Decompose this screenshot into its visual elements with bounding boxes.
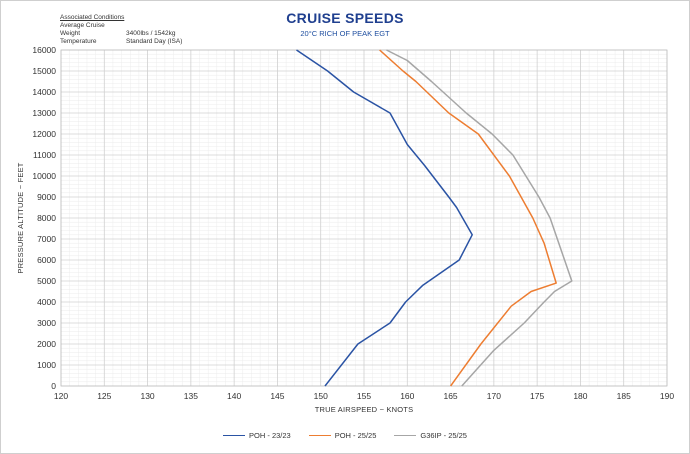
x-tick-label: 190 xyxy=(660,391,674,401)
legend-label: G36IP - 25/25 xyxy=(420,431,467,440)
x-tick-label: 135 xyxy=(184,391,198,401)
legend-swatch xyxy=(394,435,417,436)
x-tick-label: 175 xyxy=(530,391,544,401)
legend-label: POH - 25/25 xyxy=(334,431,377,440)
major-grid xyxy=(60,49,668,387)
conditions-label: Temperature xyxy=(60,38,97,45)
legend-swatch xyxy=(308,435,331,436)
conditions-label: Average Cruise Weight xyxy=(60,22,105,37)
x-tick-label: 170 xyxy=(487,391,501,401)
x-tick-label: 155 xyxy=(357,391,371,401)
legend-item: POH - 23/23 xyxy=(223,431,291,440)
x-tick-label: 180 xyxy=(573,391,587,401)
y-tick-label: 9000 xyxy=(37,192,56,202)
plot-border xyxy=(60,49,668,387)
legend-item: G36IP - 25/25 xyxy=(394,431,467,440)
x-tick-label: 140 xyxy=(227,391,241,401)
series-line-3 xyxy=(386,49,573,387)
y-tick-label: 5000 xyxy=(37,276,56,286)
ticks-layer: 120 125 130 135 140 145 150 155 160 165 170 175 180 1… xyxy=(32,45,674,401)
x-tick-label: 165 xyxy=(443,391,457,401)
y-tick-label: 4000 xyxy=(37,297,56,307)
y-tick-label: 16000 xyxy=(32,45,56,55)
conditions-row-temperature: Temperature Standard Day (ISA) xyxy=(60,38,182,46)
chart-title: CRUISE SPEEDS xyxy=(286,10,404,26)
y-tick-label: 13000 xyxy=(32,108,56,118)
conditions-value: 3400lbs / 1542kg xyxy=(126,30,176,37)
x-tick-label: 125 xyxy=(97,391,111,401)
conditions-row-weight: Average Cruise Weight 3400lbs / 1542kg xyxy=(60,22,182,38)
legend: POH - 23/23 POH - 25/25 G36IP - 25/25 xyxy=(0,431,690,440)
y-tick-label: 2000 xyxy=(37,339,56,349)
y-tick-label: 7000 xyxy=(37,234,56,244)
x-tick-label: 120 xyxy=(54,391,68,401)
y-tick-label: 11000 xyxy=(33,150,56,160)
associated-conditions: Associated Conditions Average Cruise Wei… xyxy=(60,14,182,46)
y-tick-label: 6000 xyxy=(37,255,56,265)
y-tick-label: 0 xyxy=(51,381,56,391)
legend-label: POH - 23/23 xyxy=(249,431,291,440)
y-axis-label: PRESSURE ALTITUDE ~ FEET xyxy=(16,162,25,273)
y-tick-label: 10000 xyxy=(32,171,56,181)
y-tick-label: 15000 xyxy=(32,66,56,76)
y-tick-label: 14000 xyxy=(32,87,56,97)
x-tick-label: 185 xyxy=(617,391,631,401)
y-tick-label: 3000 xyxy=(37,318,56,328)
y-tick-label: 12000 xyxy=(32,129,56,139)
series-layer xyxy=(296,49,573,387)
y-tick-label: 1000 xyxy=(37,360,56,370)
legend-item: POH - 25/25 xyxy=(308,431,377,440)
x-tick-label: 160 xyxy=(400,391,414,401)
x-tick-label: 150 xyxy=(314,391,328,401)
conditions-value: Standard Day (ISA) xyxy=(126,38,183,45)
y-tick-label: 8000 xyxy=(37,213,56,223)
series-line-2 xyxy=(379,49,557,387)
series-line-1 xyxy=(296,49,473,387)
x-tick-label: 145 xyxy=(270,391,284,401)
x-tick-label: 130 xyxy=(140,391,154,401)
chart-subtitle: 20°C RICH OF PEAK EGT xyxy=(300,29,390,38)
conditions-heading: Associated Conditions xyxy=(60,14,125,21)
x-axis-label: TRUE AIRSPEED ~ KNOTS xyxy=(315,405,414,414)
legend-swatch xyxy=(223,435,246,436)
